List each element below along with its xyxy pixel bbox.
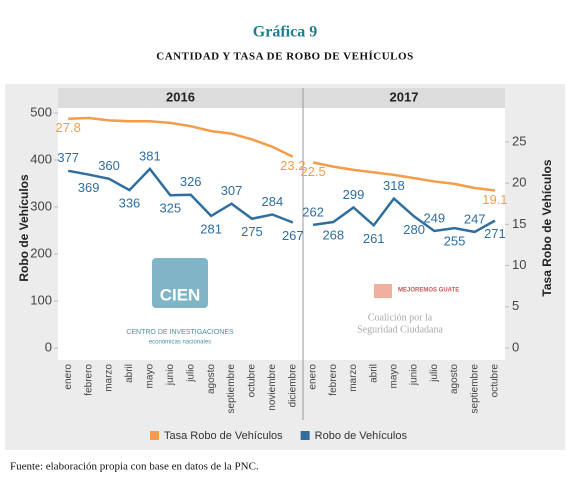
data-label: 284 <box>262 194 284 209</box>
panel-title: 2017 <box>390 89 419 104</box>
y-axis-label: Robo de Vehículos <box>17 174 31 282</box>
y-tick-label: 500 <box>30 104 52 119</box>
x-tick-label: julio <box>185 364 196 383</box>
data-label: 360 <box>98 158 120 173</box>
data-label: 22.5 <box>300 164 325 179</box>
coalicion-logo: MEJOREMOS GUATE Coalición por la Segurid… <box>357 284 459 335</box>
y2-tick-label: 25 <box>512 133 526 148</box>
x-tick-label: septiembre <box>226 364 237 414</box>
data-label: 326 <box>180 174 202 189</box>
data-label: 262 <box>302 204 324 219</box>
x-tick-label: agosto <box>206 364 217 394</box>
cien-logo: CIEN CENTRO DE INVESTIGACIONES económica… <box>126 258 234 346</box>
logo-text: CIEN <box>160 285 201 304</box>
x-tick-label: noviembre <box>267 364 278 411</box>
data-label: 336 <box>119 196 141 211</box>
x-tick-label: mayo <box>145 364 156 389</box>
x-tick-label: febrero <box>83 364 94 396</box>
data-label: 281 <box>200 221 222 236</box>
legend-swatch <box>150 431 159 440</box>
x-tick-label: junio <box>409 364 420 387</box>
logo-text: CENTRO DE INVESTIGACIONES <box>126 329 234 336</box>
x-tick-label: diciembre <box>287 364 298 408</box>
y2-tick-label: 20 <box>512 175 526 190</box>
data-label: 27.8 <box>56 120 81 135</box>
data-label: 255 <box>444 234 466 249</box>
logo-text: MEJOREMOS GUATE <box>398 288 459 294</box>
y-tick-label: 400 <box>30 151 52 166</box>
logo-text: Coalición por la <box>368 312 433 323</box>
chart-subtitle: CANTIDAD Y TASA DE ROBO DE VEHÍCULOS <box>156 51 413 63</box>
data-label: 271 <box>484 226 506 241</box>
x-tick-label: marzo <box>104 364 115 392</box>
x-tick-label: abril <box>368 364 379 383</box>
x-tick-label: agosto <box>449 364 460 394</box>
data-label: 249 <box>423 210 445 225</box>
y2-tick-label: 10 <box>512 257 526 272</box>
y-tick-label: 200 <box>30 245 52 260</box>
data-label: 267 <box>282 228 304 243</box>
legend-label: Robo de Vehículos <box>315 430 408 442</box>
data-label: 268 <box>322 227 344 242</box>
line <box>312 196 496 234</box>
x-tick-label: septiembre <box>469 364 480 414</box>
y2-tick-label: 15 <box>512 216 526 231</box>
y2-tick-label: 0 <box>512 339 519 354</box>
y-tick-label: 0 <box>45 339 52 354</box>
line <box>312 161 496 192</box>
x-tick-label: marzo <box>348 364 359 392</box>
data-label: 369 <box>78 180 100 195</box>
x-tick-label: abril <box>124 364 135 383</box>
data-label: 381 <box>139 148 161 163</box>
footnote: Fuente: elaboración propia con base en d… <box>10 461 259 473</box>
x-tick-label: julio <box>429 364 440 383</box>
y2-tick-label: 5 <box>512 298 519 313</box>
chart-title: Gráfica 9 <box>253 24 317 41</box>
data-label: 307 <box>221 183 243 198</box>
panel-title: 2016 <box>166 89 195 104</box>
logo-box <box>152 258 208 308</box>
data-label: 275 <box>241 224 263 239</box>
y2-axis-label: Tasa Robo de Vehículos <box>540 159 554 296</box>
data-label: 23.2 <box>280 158 305 173</box>
x-tick-label: octubre <box>247 364 258 398</box>
x-tick-label: febrero <box>328 364 339 396</box>
legend-label: Tasa Robo de Vehículos <box>164 430 283 442</box>
data-label: 325 <box>159 201 181 216</box>
data-label: 377 <box>57 150 79 165</box>
logo-text: económicas nacionales <box>149 340 211 346</box>
x-tick-label: mayo <box>389 364 400 389</box>
data-label: 19.1 <box>482 192 507 207</box>
x-tick-label: octubre <box>490 364 501 398</box>
line <box>67 167 294 224</box>
logo-icon <box>374 284 392 298</box>
data-label: 318 <box>383 178 405 193</box>
logo-text: Seguridad Ciudadana <box>357 324 443 335</box>
line <box>68 116 294 158</box>
x-tick-label: enero <box>308 364 319 390</box>
x-tick-label: enero <box>63 364 74 390</box>
y-tick-label: 300 <box>30 198 52 213</box>
legend-swatch <box>300 431 310 440</box>
data-label: 280 <box>403 222 425 237</box>
data-label: 247 <box>464 211 486 226</box>
data-label: 299 <box>343 187 365 202</box>
x-tick-label: junio <box>165 364 176 387</box>
data-label: 261 <box>363 231 385 246</box>
panel-header <box>58 88 505 108</box>
y-tick-label: 100 <box>30 292 52 307</box>
